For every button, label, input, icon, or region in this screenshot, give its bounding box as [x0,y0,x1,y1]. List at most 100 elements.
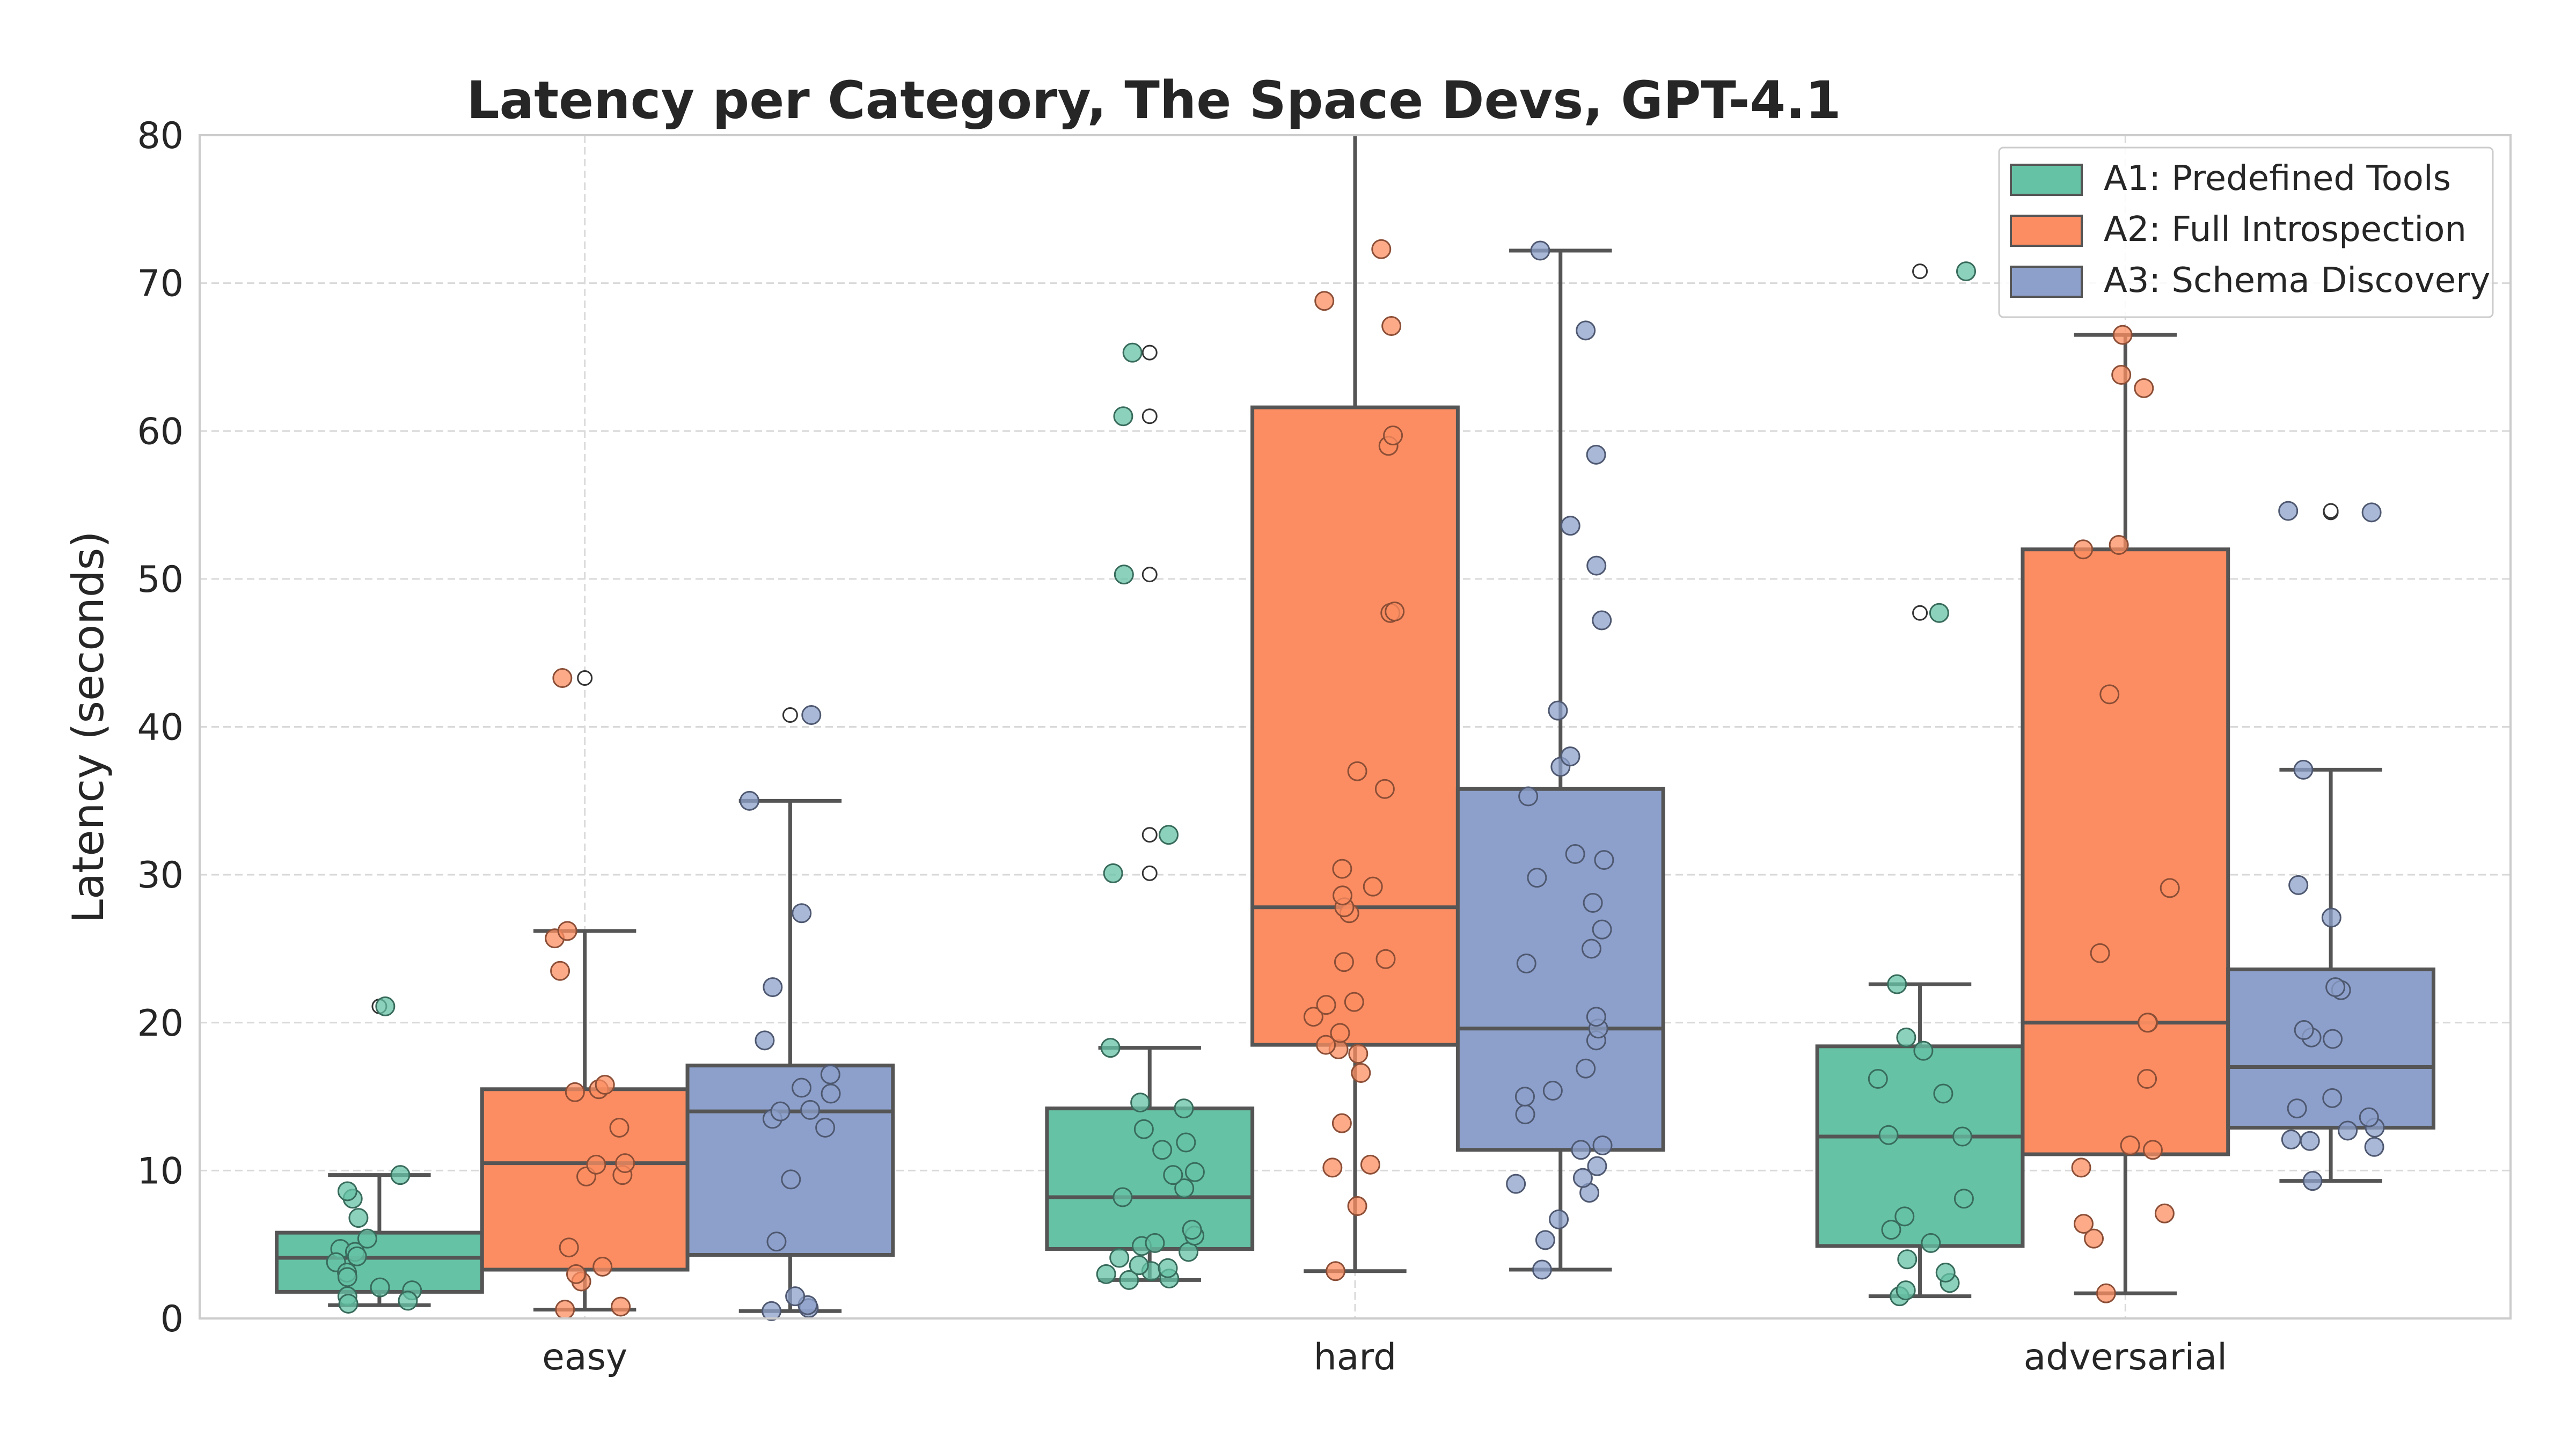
data-point [1330,1023,1350,1043]
data-point [1921,1233,1941,1253]
chart-title: Latency per Category, The Space Devs, GP… [466,70,1841,130]
y-tick-label: 60 [137,411,184,453]
y-tick-label: 80 [137,115,184,157]
data-point [1581,939,1601,959]
data-point [557,921,577,941]
data-point [2084,1228,2104,1249]
data-point [1133,1119,1154,1139]
data-point [1360,1154,1380,1175]
outlier-marker [2323,503,2339,519]
data-point [2138,1013,2158,1033]
data-point [550,961,570,981]
data-point [1347,1196,1367,1217]
data-point [2071,1157,2091,1178]
data-point [1381,316,1402,336]
box-adversarial [1815,1044,2025,1248]
data-point [1506,1174,1526,1194]
outlier-marker [1141,827,1158,843]
y-tick-label: 30 [137,854,184,897]
data-point [1515,1104,1535,1125]
data-point [1322,1157,1343,1178]
data-point [1113,406,1133,427]
data-point [1548,700,1568,721]
data-point [1516,954,1536,973]
data-point [1316,995,1336,1015]
legend-swatch [2010,266,2083,298]
data-point [2090,943,2110,963]
data-point [337,1267,357,1287]
data-point [1587,1156,1607,1176]
data-point [398,1291,418,1311]
y-axis-label: Latency (seconds) [63,531,113,923]
data-point [2112,325,2133,345]
data-point [1518,786,1539,807]
data-point [1576,320,1596,341]
data-point [1383,426,1403,446]
data-point [2278,501,2299,521]
data-point [1527,868,1547,888]
data-point [763,977,783,998]
data-point [1586,1007,1606,1027]
data-point [559,1237,579,1258]
data-point [2288,875,2309,895]
legend-label: A2: Full Introspection [2104,210,2467,250]
data-point [1122,342,1143,363]
data-point [1594,850,1614,870]
data-point [347,1246,367,1266]
outlier-marker [1141,345,1158,361]
data-point [2120,1135,2140,1156]
data-point [552,668,573,688]
data-point [1158,1258,1178,1278]
data-point [337,1181,357,1201]
data-point [1935,1263,1956,1283]
data-point [2287,1098,2307,1119]
data-point [2111,365,2132,385]
outlier-marker [1912,263,1928,280]
data-point [592,1257,613,1277]
data-point [2321,907,2341,928]
data-point [338,1293,358,1314]
data-point [1592,919,1612,940]
data-point [1182,1220,1202,1240]
outlier-marker [782,707,798,723]
box-hard [1250,405,1460,1047]
data-point [1371,239,1392,259]
data-point [2073,1214,2094,1234]
data-point [1109,1248,1130,1268]
legend-swatch [2010,215,2083,247]
data-point [1530,240,1550,261]
data-point [1103,863,1123,883]
data-point [2137,1068,2157,1089]
data-point [2323,1029,2343,1049]
data-point [2142,1140,2163,1160]
axis-ticks: 0 10 20 30 40 50 60 70 80 easy hard adversarial [137,115,2227,1379]
data-point [1314,291,1335,311]
data-point [2361,502,2382,523]
legend: A1: Predefined Tools A2: Full Introspecti… [1998,146,2494,318]
data-point [1896,1027,1916,1047]
data-point [1586,444,1606,465]
data-point [1952,1126,1973,1147]
data-point [1174,1178,1195,1198]
box-easy [685,1064,895,1257]
data-point [1571,1140,1591,1160]
data-point [1316,1035,1336,1055]
data-point [2073,539,2094,560]
data-point [1592,1135,1613,1156]
legend-label: A1: Predefined Tools [2104,159,2451,199]
data-point [801,705,822,725]
y-tick-label: 70 [137,263,184,305]
data-point [1953,1189,1974,1209]
data-point [792,903,812,924]
data-point [792,1078,812,1098]
data-point [1565,844,1585,864]
data-point [1592,610,1612,631]
data-point [1887,974,1907,994]
data-point [2154,1203,2175,1223]
data-point [1348,1044,1368,1064]
data-point [1549,1209,1569,1229]
data-point [1896,1280,1916,1301]
data-point [1933,1083,1953,1104]
data-point [1375,949,1396,969]
